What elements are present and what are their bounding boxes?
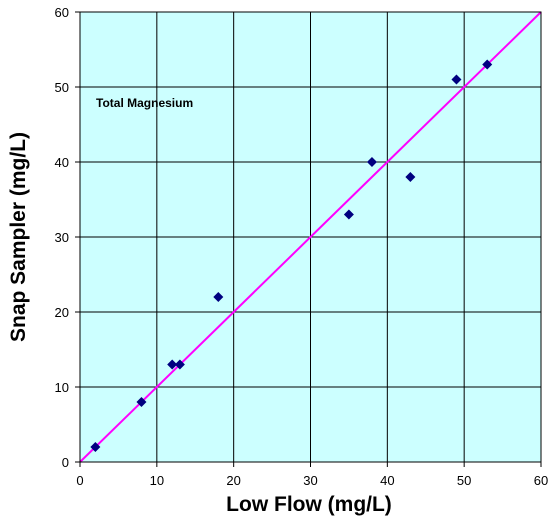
y-axis-label: Snap Sampler (mg/L): [7, 132, 30, 342]
y-tick-label: 10: [55, 380, 69, 395]
y-tick-label: 40: [55, 155, 69, 170]
data-point: [366, 157, 377, 167]
y-tick-label: 30: [55, 230, 69, 245]
data-point: [167, 359, 178, 370]
y-tick-labels: 0 10 20 30 40 50 60: [55, 5, 80, 470]
x-tick-label: 0: [76, 473, 83, 488]
chart-annotation: Total Magnesium: [96, 96, 193, 110]
data-point: [213, 292, 224, 302]
data-point: [174, 359, 185, 370]
y-tick-label: 0: [62, 455, 69, 470]
data-point: [136, 397, 147, 407]
one-to-one-line: [79, 11, 542, 463]
x-axis-label: Low Flow (mg/L): [226, 493, 392, 516]
x-tick-label: 10: [150, 473, 164, 488]
x-tick-label: 30: [303, 473, 317, 488]
x-tick-label: 60: [534, 473, 548, 488]
y-tick-label: 50: [55, 80, 69, 95]
x-tick-label: 20: [226, 473, 240, 488]
data-point: [451, 74, 462, 85]
data-point: [405, 172, 416, 182]
data-point: [343, 209, 354, 220]
y-tick-label: 60: [55, 5, 69, 20]
reference-line-group: [79, 11, 542, 463]
y-tick-label: 20: [55, 305, 69, 320]
data-point: [482, 59, 493, 70]
x-tick-labels: 0 10 20 30 40 50 60: [76, 462, 548, 488]
x-tick-label: 40: [380, 473, 394, 488]
data-point: [90, 442, 101, 452]
data-points: [90, 59, 493, 452]
x-tick-label: 50: [457, 473, 471, 488]
